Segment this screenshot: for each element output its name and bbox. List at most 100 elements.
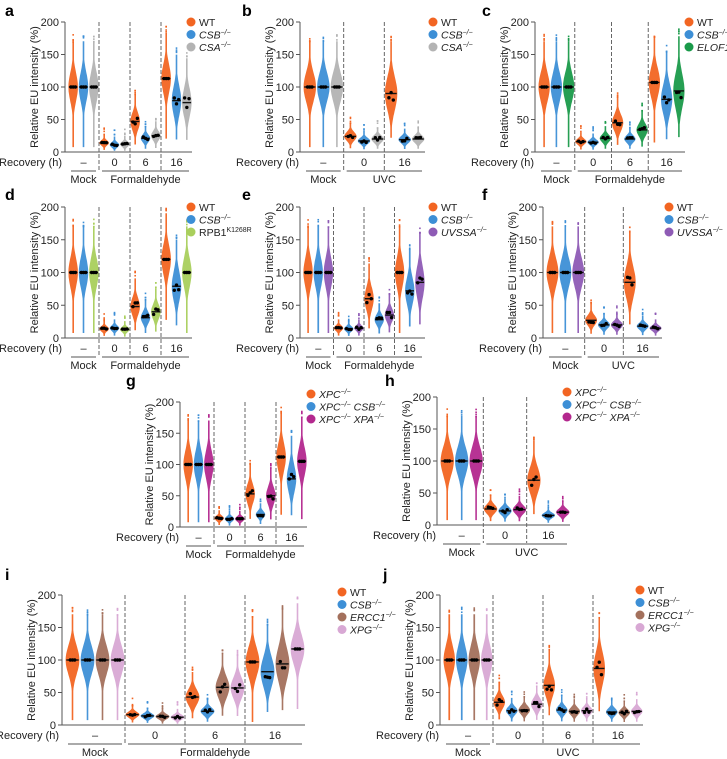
replicate-point [271, 497, 275, 501]
replicate-point [462, 459, 466, 463]
legend-name: CSB [199, 30, 221, 42]
replicate-point [84, 270, 88, 275]
outlier-point [408, 247, 411, 250]
outlier-point [301, 410, 303, 413]
outlier-point [307, 225, 309, 227]
outlier-point [489, 489, 492, 491]
violin-csa-0 [371, 127, 384, 149]
outlier-point [551, 221, 554, 224]
replicate-point [604, 321, 608, 326]
outlier-point [266, 620, 269, 622]
outlier-point [653, 35, 656, 38]
replicate-point [174, 283, 179, 287]
violin-xpc-0 [498, 498, 512, 522]
recovery-time-label: 16 [285, 532, 297, 544]
replicate-point [643, 324, 647, 328]
treatment-label: UVC [612, 360, 635, 372]
violin-xpc-– [440, 415, 454, 521]
legend-name: XPC [318, 414, 341, 426]
outlier-point [134, 90, 136, 92]
replicate-point [545, 687, 549, 691]
outlier-point [573, 695, 576, 698]
replicate-point [177, 288, 181, 292]
outlier-point [368, 258, 370, 260]
outlier-point [221, 649, 224, 652]
outlier-point [165, 29, 167, 31]
legend-swatch [186, 202, 196, 212]
recovery-time-label: – [562, 343, 569, 355]
replicate-point [223, 682, 227, 686]
outlier-point [176, 703, 179, 705]
outlier-point [460, 611, 463, 614]
recovery-time-label: 6 [565, 730, 571, 742]
violin-csb-16 [405, 248, 415, 327]
y-tick-label: 50 [282, 300, 294, 312]
violin-csb-– [78, 226, 89, 333]
outlier-point [551, 223, 554, 225]
violin-wt-– [68, 41, 78, 148]
outlier-point [376, 120, 379, 122]
recovery-time-label: 16 [637, 343, 649, 355]
outlier-point [560, 689, 563, 691]
legend-name: WT [350, 587, 367, 599]
outlier-point [317, 224, 320, 227]
replicate-point [556, 85, 561, 89]
treatment-label: UVC [373, 174, 396, 186]
replicate-point [104, 327, 109, 331]
violin-rpb1-– [89, 226, 99, 333]
outlier-point [86, 612, 89, 614]
outlier-point [641, 313, 644, 316]
y-tick-label: 200 [519, 202, 537, 214]
replicate-point [416, 281, 420, 285]
violin-wt-6 [185, 672, 200, 719]
outlier-point [475, 411, 477, 414]
outlier-point [560, 695, 563, 697]
replicate-point [507, 710, 512, 714]
y-tick-label: 100 [511, 82, 529, 94]
outlier-point [307, 226, 309, 228]
outlier-point [228, 509, 231, 511]
recovery-time-label: – [80, 343, 87, 355]
legend-name: XPC [574, 412, 597, 424]
replicate-point [379, 316, 384, 320]
violin-xpc-16 [297, 417, 307, 520]
legend-superscript-2: −/− [375, 402, 385, 409]
recovery-time-label: 16 [612, 730, 624, 742]
y-tick-label: 0 [168, 522, 174, 534]
panel-letter: d [5, 187, 15, 204]
outlier-point [187, 415, 189, 417]
replicate-point [562, 709, 566, 714]
violin-xpc-16 [276, 413, 286, 515]
replicate-point [187, 96, 191, 101]
legend-superscript: −/− [597, 412, 607, 419]
outlier-point [577, 222, 580, 225]
outlier-point [473, 609, 476, 611]
outlier-point [191, 668, 194, 670]
legend-superscript: −/− [386, 612, 396, 619]
legend-label: XPC−/− [574, 387, 607, 399]
outlier-point [71, 609, 74, 611]
replicate-point [418, 135, 423, 140]
y-tick-label: 200 [38, 590, 56, 602]
outlier-point [641, 104, 643, 106]
violin-wt-16 [161, 32, 171, 139]
legend-label: CSB−/− [350, 600, 382, 612]
outlier-point [349, 120, 352, 123]
outlier-point [175, 51, 178, 54]
y-axis-label: Relative EU intensity (%) [144, 404, 156, 526]
y-tick-label: 50 [525, 300, 537, 312]
outlier-point [378, 297, 381, 299]
outlier-point [561, 495, 564, 498]
legend-swatch [337, 625, 347, 634]
legend-swatch [684, 30, 694, 39]
replicate-point [166, 76, 171, 81]
outlier-point [71, 606, 74, 609]
outlier-point [197, 420, 200, 422]
outlier-point [616, 311, 618, 314]
replicate-point [462, 658, 466, 662]
replicate-point [578, 270, 583, 275]
outlier-point [144, 123, 147, 126]
y-tick-label: 50 [422, 688, 434, 700]
legend-name: CSB [697, 30, 719, 42]
recovery-time-label: 0 [590, 157, 596, 169]
